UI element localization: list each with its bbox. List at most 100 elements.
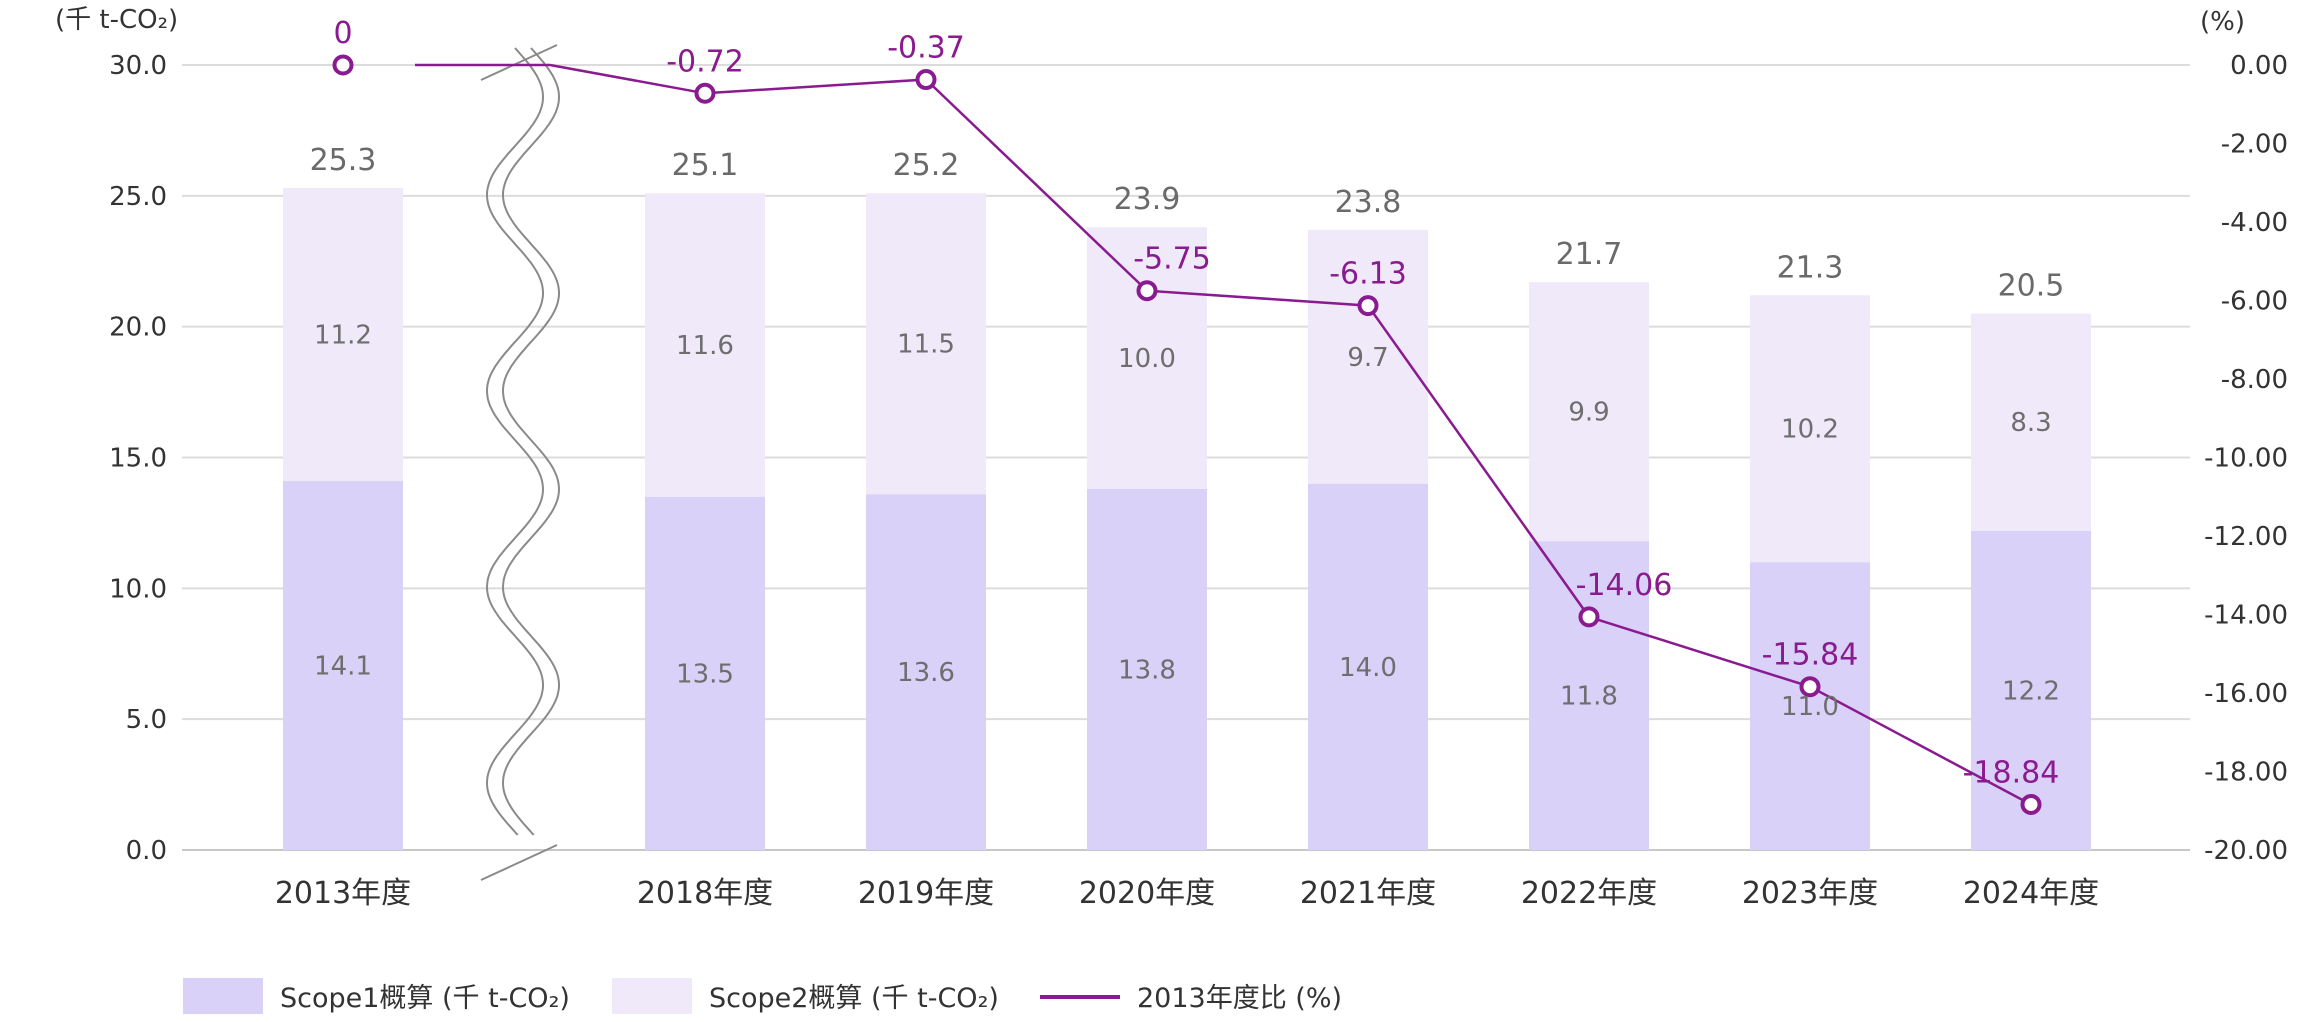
category-label: 2018年度 (637, 876, 773, 911)
left-tick-label: 15.0 (109, 444, 167, 474)
ratio-value-label: -0.37 (887, 31, 965, 66)
bar-scope2 (866, 193, 986, 495)
right-tick-label: -2.00 (2221, 130, 2288, 160)
total-value-label: 21.7 (1556, 237, 1623, 272)
bar-scope1 (1087, 488, 1207, 850)
right-tick-label: -8.00 (2221, 365, 2288, 395)
bar-scope2 (1750, 295, 1870, 563)
ratio-point (694, 82, 716, 104)
total-value-label: 25.1 (672, 148, 739, 183)
total-value-label: 25.3 (310, 143, 377, 178)
ratio-point (2020, 793, 2042, 815)
category-label: 2019年度 (858, 876, 994, 911)
axis-break-cap-bottom (480, 844, 558, 881)
left-tick-label: 30.0 (109, 51, 167, 81)
bar-scope2 (1529, 282, 1649, 542)
axes: (千 t-CO₂) (%) 0.0 5.0 10.0 15.0 20.0 25.0 30.0… (55, 5, 2288, 911)
legend-label: Scope1概算 (千 t-CO₂) (280, 983, 570, 1014)
left-axis-unit: (千 t-CO₂) (55, 5, 178, 35)
scope1-value-label: 14.0 (1339, 653, 1397, 683)
left-tick-label: 5.0 (126, 705, 167, 735)
scope1-value-label: 14.1 (314, 652, 372, 682)
scope1-value-label: 12.2 (2002, 676, 2060, 706)
bars (283, 187, 2091, 850)
right-tick-label: -4.00 (2221, 208, 2288, 238)
left-tick-label: 25.0 (109, 182, 167, 212)
bar-scope1 (866, 494, 986, 850)
right-axis-unit: (%) (2200, 7, 2245, 37)
ratio-value-label: -0.72 (666, 44, 744, 79)
bar-scope1 (1529, 541, 1649, 850)
bar-scope1 (645, 496, 765, 850)
right-tick-label: -6.00 (2221, 287, 2288, 317)
axis-break (480, 44, 561, 881)
legend-label: Scope2概算 (千 t-CO₂) (709, 983, 999, 1014)
ratio-value-label: -15.84 (1762, 638, 1859, 673)
ratio-value-label: -18.84 (1963, 755, 2060, 790)
scope2-value-label: 8.3 (2010, 408, 2051, 438)
left-tick-label: 20.0 (109, 313, 167, 343)
bar-scope1 (283, 481, 403, 850)
ratio-point (1357, 295, 1379, 317)
total-value-label: 20.5 (1998, 269, 2065, 304)
total-value-label: 23.8 (1335, 185, 1402, 220)
legend-swatch (183, 978, 263, 1014)
ratio-value-label: -6.13 (1329, 257, 1407, 292)
category-label: 2020年度 (1079, 876, 1215, 911)
data-labels: 14.1 11.2 25.3 13.5 11.6 25.1 13.6 11.5 25.2 13.8… (310, 16, 2065, 790)
bar-scope2 (1087, 227, 1207, 489)
ratio-point (1799, 676, 1821, 698)
scope2-value-label: 11.6 (676, 331, 734, 361)
ratio-line (332, 54, 2042, 815)
bar-scope2 (1308, 229, 1428, 484)
right-tick-label: -12.00 (2204, 522, 2288, 552)
scope1-value-label: 11.8 (1560, 682, 1618, 712)
ratio-value-label: -14.06 (1576, 568, 1673, 603)
scope2-value-label: 11.2 (314, 321, 372, 351)
legend-swatch (612, 978, 692, 1014)
right-tick-label: -14.00 (2204, 601, 2288, 631)
category-label: 2013年度 (275, 876, 411, 911)
ratio-point (1136, 280, 1158, 302)
category-label: 2023年度 (1742, 876, 1878, 911)
ratio-point (915, 69, 937, 91)
scope1-value-label: 13.8 (1118, 655, 1176, 685)
scope2-value-label: 11.5 (897, 330, 955, 360)
bar-scope2 (645, 193, 765, 497)
total-value-label: 21.3 (1777, 250, 1844, 285)
total-value-label: 23.9 (1114, 182, 1181, 217)
total-value-label: 25.2 (893, 148, 960, 183)
axis-break-cap-top (480, 44, 558, 81)
right-tick-label: -10.00 (2204, 444, 2288, 474)
axis-break-wave (485, 47, 545, 836)
bar-scope1 (1750, 562, 1870, 850)
ratio-line-path (549, 63, 2032, 806)
category-label: 2021年度 (1300, 876, 1436, 911)
ratio-value-label: 0 (333, 16, 352, 51)
scope1-value-label: 13.5 (676, 659, 734, 689)
category-label: 2022年度 (1521, 876, 1657, 911)
right-tick-label: -20.00 (2204, 836, 2288, 866)
scope2-value-label: 10.2 (1781, 415, 1839, 445)
ratio-value-label: -5.75 (1133, 242, 1211, 277)
category-label: 2024年度 (1963, 876, 2099, 911)
left-tick-label: 10.0 (109, 574, 167, 604)
ratio-point (1578, 606, 1600, 628)
right-tick-label: -18.00 (2204, 758, 2288, 788)
bar-scope2 (1971, 313, 2091, 531)
scope2-value-label: 9.9 (1568, 398, 1609, 428)
scope1-value-label: 11.0 (1781, 692, 1839, 722)
bar-scope2 (283, 187, 403, 482)
right-tick-label: 0.00 (2230, 51, 2288, 81)
right-tick-label: -16.00 (2204, 679, 2288, 709)
legend: Scope1概算 (千 t-CO₂) Scope2概算 (千 t-CO₂) 2013… (183, 978, 1342, 1014)
scope1-value-label: 13.6 (897, 658, 955, 688)
axis-break-wave (501, 47, 561, 836)
left-tick-label: 0.0 (126, 836, 167, 866)
legend-label: 2013年度比 (%) (1137, 983, 1342, 1014)
ratio-point (332, 54, 354, 76)
bar-scope1 (1308, 483, 1428, 850)
scope2-value-label: 9.7 (1347, 343, 1388, 373)
scope2-value-label: 10.0 (1118, 344, 1176, 374)
